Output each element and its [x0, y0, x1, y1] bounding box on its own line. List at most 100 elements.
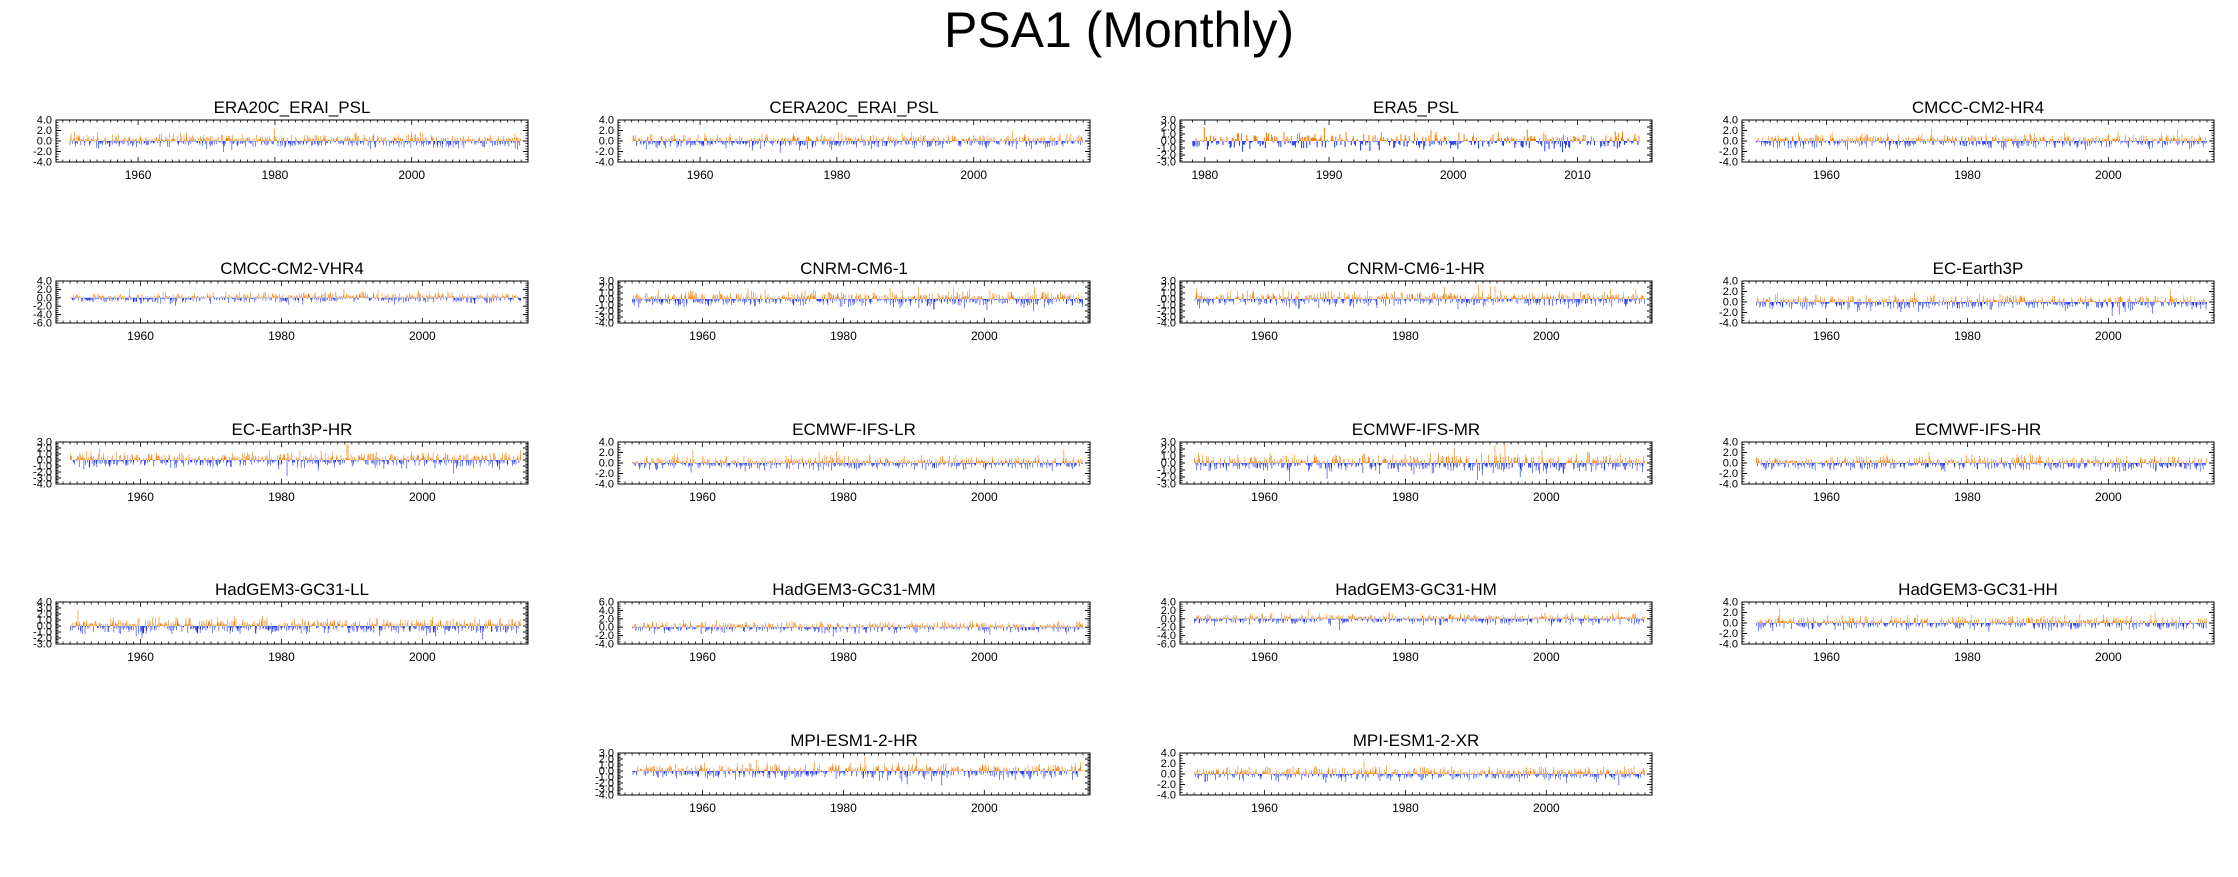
x-tick-label: 1980 [262, 168, 289, 182]
data-bar [102, 141, 104, 143]
data-bar [180, 141, 182, 143]
data-bar [232, 297, 233, 300]
data-bar [1792, 137, 1794, 141]
data-bar [932, 138, 934, 141]
data-bar [650, 295, 652, 299]
data-bar [1526, 129, 1528, 141]
data-bar [2118, 141, 2119, 143]
data-bar [902, 299, 904, 304]
data-bar [1215, 137, 1217, 141]
data-bar [928, 141, 930, 147]
data-bar [741, 139, 742, 141]
data-bar [872, 141, 873, 144]
data-bar [698, 141, 700, 142]
data-bar [1817, 136, 1818, 141]
data-bar [188, 141, 189, 146]
data-bar [416, 297, 418, 299]
data-bar [894, 294, 896, 299]
data-bar [242, 297, 243, 298]
data-bar [293, 297, 295, 300]
data-bar [307, 135, 308, 141]
data-bar [1821, 141, 1822, 146]
data-bar [697, 134, 699, 141]
data-bar [900, 296, 901, 299]
data-bar [1794, 141, 1796, 144]
data-bar [2040, 139, 2042, 141]
data-bar [485, 141, 487, 144]
data-bar [509, 297, 511, 301]
data-bar [1955, 137, 1956, 141]
data-bar [1967, 141, 1969, 143]
panel-cmcc-cm2-vhr4: CMCC-CM2-VHR4 -6.0 -4.0 -2.0 0.0 2.0 4.0 1960 19… [33, 259, 529, 371]
data-bar [1414, 140, 1416, 141]
data-bar [773, 141, 774, 144]
data-bar [738, 299, 740, 301]
data-bar [633, 299, 635, 306]
data-bar [806, 299, 808, 301]
data-bar [788, 141, 790, 142]
data-bar [1577, 136, 1579, 141]
data-bar [969, 136, 970, 141]
data-bar [252, 139, 253, 141]
data-bar [2016, 138, 2018, 141]
data-bar [1600, 141, 1602, 148]
data-bar [2089, 141, 2091, 147]
data-bar [1024, 136, 1026, 141]
data-bar [1451, 141, 1453, 145]
data-bar [331, 140, 333, 141]
data-bar [679, 138, 681, 141]
data-bar [431, 136, 433, 141]
data-bar [1052, 137, 1053, 141]
data-bar [383, 297, 385, 300]
data-bar [685, 296, 687, 299]
data-bar [660, 296, 661, 299]
data-bar [468, 297, 469, 299]
data-bar [638, 299, 640, 308]
data-bar [285, 141, 287, 145]
data-bar [848, 299, 849, 308]
data-bar [198, 296, 200, 298]
data-bar [1818, 141, 1820, 143]
data-bar [960, 141, 962, 147]
data-bar [1831, 139, 1832, 141]
data-bar [2002, 141, 2003, 143]
data-bar [1872, 136, 1874, 141]
data-bar [1039, 141, 1040, 142]
data-bar [252, 297, 253, 299]
data-bar [443, 137, 444, 141]
data-bar [972, 141, 973, 143]
data-bar [1468, 141, 1470, 143]
data-bar [219, 297, 220, 301]
data-bar [1025, 134, 1026, 141]
data-bar [2044, 141, 2046, 143]
data-bar [640, 297, 641, 299]
data-bar [482, 139, 483, 141]
data-bar [727, 299, 729, 303]
data-bar [1304, 137, 1306, 141]
data-bar [1848, 140, 1850, 141]
data-bar [245, 138, 247, 141]
data-bar [705, 135, 707, 141]
data-bar [2098, 141, 2099, 143]
data-bar [2193, 141, 2195, 146]
data-bar [728, 136, 730, 141]
data-bar [1080, 137, 1082, 141]
y-tick-label: 4.0 [37, 276, 52, 288]
data-bar [223, 297, 224, 298]
data-bar [441, 137, 442, 141]
data-bar [726, 141, 728, 142]
data-bar [262, 137, 263, 141]
data-bar [411, 131, 412, 141]
data-bar [255, 297, 257, 301]
data-bar [319, 296, 321, 298]
data-bar [399, 293, 401, 298]
data-bar [1840, 141, 1842, 143]
data-bar [310, 297, 311, 300]
data-bar [1058, 135, 1060, 141]
data-bar [154, 138, 156, 141]
data-bar [1579, 141, 1581, 145]
data-bar [276, 297, 278, 300]
data-bar [444, 138, 446, 141]
data-bar [134, 139, 136, 141]
